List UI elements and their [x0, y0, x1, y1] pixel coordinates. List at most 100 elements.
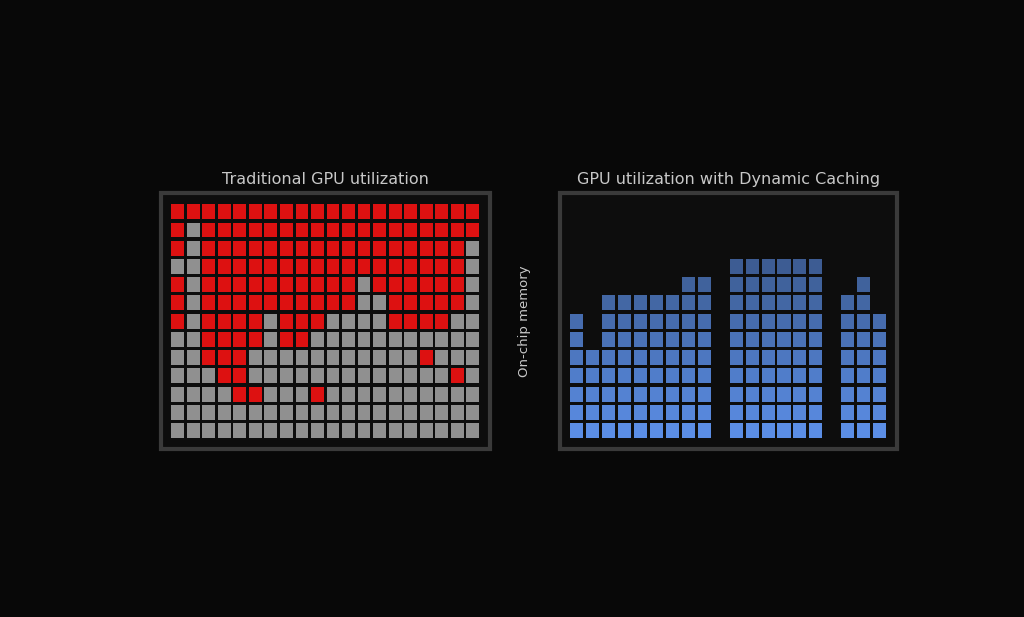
Bar	[311, 259, 324, 274]
Bar	[357, 296, 371, 310]
Bar	[264, 405, 278, 420]
Bar	[570, 423, 584, 438]
Bar	[809, 350, 822, 365]
Bar	[745, 350, 759, 365]
Bar	[697, 313, 711, 329]
Bar	[451, 296, 464, 310]
Bar	[420, 313, 432, 329]
Bar	[327, 332, 339, 347]
Bar	[374, 350, 386, 365]
Bar	[249, 387, 262, 402]
Bar	[203, 423, 215, 438]
Bar	[467, 423, 479, 438]
Bar	[342, 350, 355, 365]
Bar	[841, 313, 854, 329]
Bar	[218, 387, 230, 402]
Bar	[233, 332, 246, 347]
Bar	[809, 313, 822, 329]
Bar	[745, 259, 759, 274]
Bar	[697, 277, 711, 292]
Bar	[404, 350, 417, 365]
Bar	[762, 368, 774, 383]
Bar	[602, 368, 615, 383]
Bar	[777, 387, 791, 402]
Bar	[857, 368, 870, 383]
Bar	[420, 223, 432, 238]
Bar	[249, 350, 262, 365]
Bar	[762, 313, 774, 329]
Bar	[233, 313, 246, 329]
Bar	[745, 313, 759, 329]
Bar	[602, 387, 615, 402]
Bar	[809, 405, 822, 420]
Bar	[730, 296, 742, 310]
Bar	[233, 259, 246, 274]
Bar	[264, 277, 278, 292]
Bar	[467, 350, 479, 365]
Bar	[327, 296, 339, 310]
Bar	[218, 241, 230, 255]
Bar	[650, 405, 664, 420]
Bar	[666, 313, 679, 329]
Bar	[203, 241, 215, 255]
Bar	[233, 368, 246, 383]
Bar	[186, 296, 200, 310]
Bar	[296, 350, 308, 365]
Bar	[420, 241, 432, 255]
Bar	[374, 423, 386, 438]
Bar	[311, 223, 324, 238]
Bar	[435, 387, 449, 402]
Bar	[587, 423, 599, 438]
Bar	[420, 332, 432, 347]
Bar	[171, 313, 184, 329]
Bar	[233, 204, 246, 219]
Bar	[357, 405, 371, 420]
Bar	[203, 368, 215, 383]
Bar	[794, 313, 807, 329]
Bar	[404, 387, 417, 402]
Bar	[374, 223, 386, 238]
Bar	[435, 296, 449, 310]
Bar	[203, 204, 215, 219]
Bar	[264, 368, 278, 383]
Bar	[171, 387, 184, 402]
Bar	[203, 277, 215, 292]
Bar	[730, 332, 742, 347]
Bar	[327, 259, 339, 274]
Bar	[296, 204, 308, 219]
Bar	[342, 332, 355, 347]
Bar	[682, 277, 695, 292]
Bar	[389, 405, 401, 420]
Bar	[249, 332, 262, 347]
Bar	[451, 277, 464, 292]
Bar	[841, 387, 854, 402]
Bar	[404, 277, 417, 292]
Bar	[451, 259, 464, 274]
Bar	[233, 241, 246, 255]
Bar	[296, 405, 308, 420]
Bar	[186, 241, 200, 255]
Bar	[794, 387, 807, 402]
Bar	[873, 368, 886, 383]
Bar	[682, 313, 695, 329]
Bar	[342, 313, 355, 329]
Bar	[570, 350, 584, 365]
Bar	[233, 296, 246, 310]
Bar	[467, 313, 479, 329]
Bar	[435, 259, 449, 274]
Bar	[666, 387, 679, 402]
Bar	[280, 332, 293, 347]
Bar	[186, 368, 200, 383]
Bar	[374, 313, 386, 329]
Bar	[420, 368, 432, 383]
Bar	[420, 350, 432, 365]
Bar	[218, 259, 230, 274]
Bar	[186, 277, 200, 292]
Bar	[794, 332, 807, 347]
Bar	[203, 259, 215, 274]
Bar	[404, 259, 417, 274]
Bar	[857, 423, 870, 438]
Bar	[650, 350, 664, 365]
Bar	[357, 204, 371, 219]
Bar	[264, 296, 278, 310]
